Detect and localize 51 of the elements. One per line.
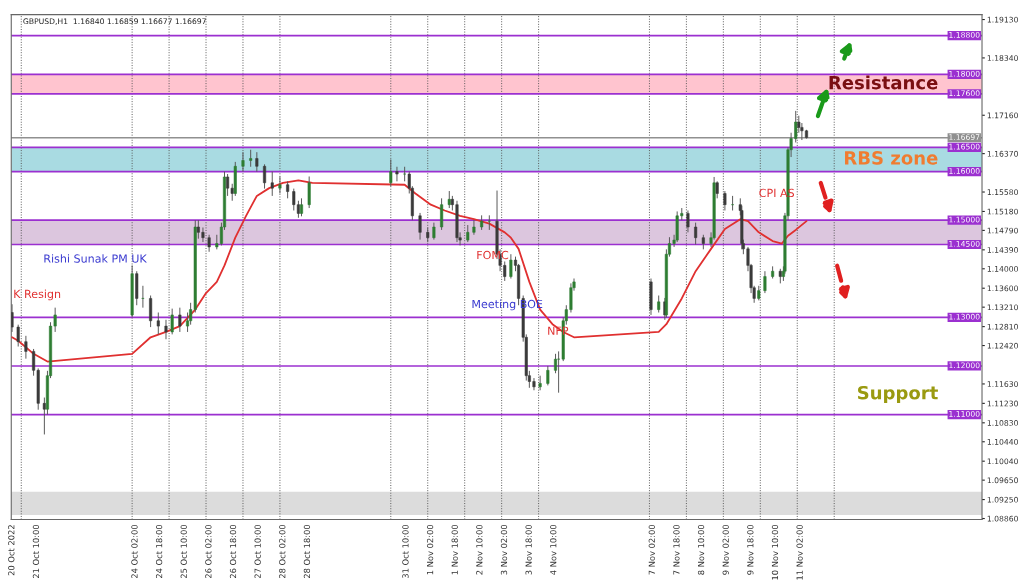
candlestick xyxy=(546,365,550,386)
candlestick xyxy=(307,175,311,209)
x-tick-label: 20 Oct 2022 xyxy=(8,525,15,576)
candlestick xyxy=(418,212,422,241)
candlestick xyxy=(731,195,735,211)
candlestick xyxy=(472,219,476,236)
x-tick-label: 3 Nov 18:00 xyxy=(525,524,532,575)
x-tick-label: 1 Nov 02:00 xyxy=(426,524,434,575)
x-tick-label: 24 Oct 18:00 xyxy=(155,524,163,579)
x-tick-label: 26 Oct 02:00 xyxy=(205,524,212,579)
x-tick-label: 24 Oct 02:00 xyxy=(131,524,138,579)
candlestick xyxy=(24,335,28,360)
x-tick-label: 2 Nov 10:00 xyxy=(476,524,483,575)
candlestick xyxy=(440,197,444,231)
band-label: Resistance xyxy=(829,75,938,90)
candlestick xyxy=(694,222,698,245)
x-tick-label: 7 Nov 02:00 xyxy=(648,524,655,575)
candlestick xyxy=(509,253,513,279)
candlestick xyxy=(149,295,153,328)
candlestick xyxy=(156,312,160,335)
candlestick xyxy=(226,173,230,197)
candlestick xyxy=(178,307,182,333)
x-tick-label: 9 Nov 18:00 xyxy=(747,524,754,575)
candlestick xyxy=(395,166,399,182)
candlestick xyxy=(270,171,274,197)
x-tick-label: 8 Nov 10:00 xyxy=(697,524,705,575)
x-tick-label: 28 Oct 02:00 xyxy=(279,524,286,579)
x-tick-label: 1 Nov 18:00 xyxy=(451,524,458,575)
x-tick-label: 3 Nov 02:00 xyxy=(500,524,508,575)
x-tick-label: 7 Nov 18:00 xyxy=(673,524,680,575)
x-tick-label: 28 Oct 18:00 xyxy=(303,524,311,579)
x-tick-label: 9 Nov 02:00 xyxy=(722,524,729,575)
x-tick-label: 26 Oct 18:00 xyxy=(229,524,237,579)
candlestick xyxy=(263,163,267,190)
x-tick-label: 11 Nov 02:00 xyxy=(796,524,803,580)
x-tick-label: 31 Oct 10:00 xyxy=(402,524,409,579)
candlestick xyxy=(487,214,491,231)
candlestick xyxy=(763,270,767,294)
x-tick-label: 4 Nov 10:00 xyxy=(550,524,557,575)
annotation: K Resign xyxy=(14,289,61,301)
band-label: RBS zone xyxy=(845,151,938,165)
candlestick xyxy=(255,151,259,173)
x-tick-label: 10 Nov 10:00 xyxy=(771,524,779,580)
x-tick-label: 27 Oct 10:00 xyxy=(254,524,261,579)
annotation: Support xyxy=(857,385,938,404)
candlestick xyxy=(11,303,14,333)
annotation: Rishi Sunak PM UK xyxy=(44,254,147,263)
x-tick-label: 25 Oct 10:00 xyxy=(180,524,187,579)
x-tick-label: 21 Oct 10:00 xyxy=(32,524,40,579)
candlestick xyxy=(42,397,46,435)
candlestick xyxy=(292,188,296,211)
